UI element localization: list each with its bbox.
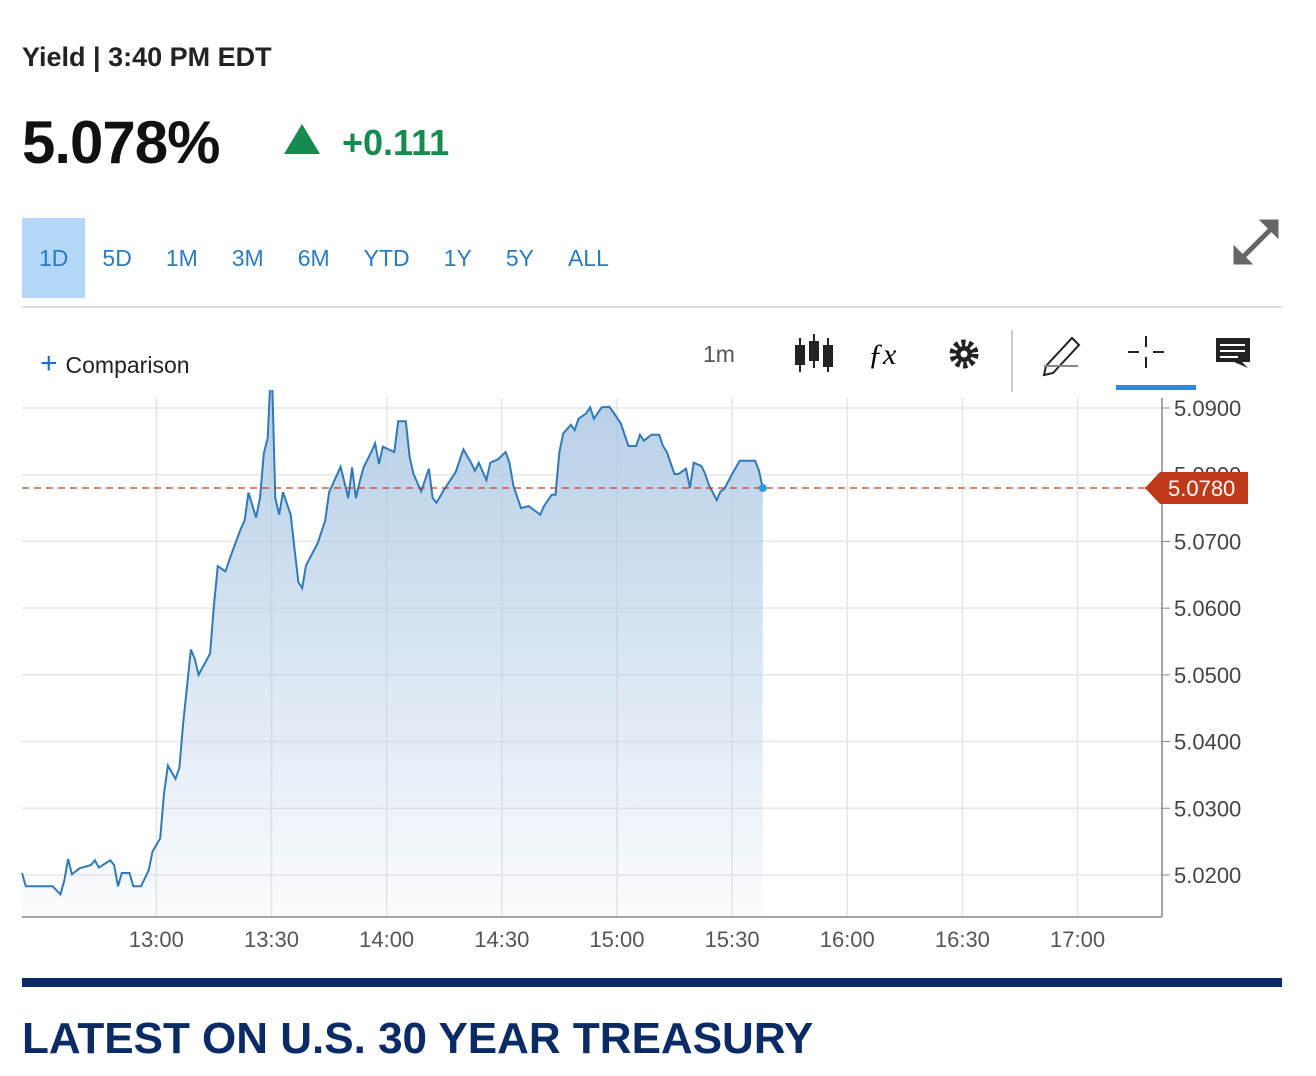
range-tab[interactable]: 5Y	[505, 245, 534, 271]
range-tabs: 1D 5D 1M 3M 6M YTD 1Y 5Y ALL	[22, 218, 626, 298]
x-tick-label: 13:30	[244, 927, 299, 952]
y-tick-label: 5.0900	[1174, 396, 1241, 421]
y-tick-label: 5.0200	[1174, 863, 1241, 888]
range-tab[interactable]: 5D	[102, 245, 132, 271]
crosshair-icon[interactable]	[1128, 336, 1164, 368]
settings-icon[interactable]	[949, 339, 979, 369]
y-tick-label: 5.0300	[1174, 796, 1241, 821]
draw-icon[interactable]	[1042, 336, 1081, 377]
range-tab[interactable]: 1M	[165, 245, 198, 271]
toolbar-icons: ƒx	[795, 330, 1250, 392]
last-point	[758, 484, 767, 493]
range-tab[interactable]: 1D	[22, 218, 86, 298]
y-tick-label: 5.0700	[1174, 529, 1241, 554]
price: 5.078%	[22, 109, 220, 176]
range-tab[interactable]: ALL	[567, 245, 609, 271]
range-tab[interactable]: YTD	[363, 245, 410, 271]
y-tick-label: 5.0500	[1174, 663, 1241, 688]
active-indicator	[1116, 385, 1196, 390]
x-tick-label: 15:30	[705, 927, 760, 952]
x-tick-label: 14:30	[474, 927, 529, 952]
interval-button[interactable]: 1m	[703, 341, 735, 367]
x-tick-label: 17:00	[1050, 927, 1105, 952]
section-bar	[22, 978, 1282, 987]
range-tab[interactable]: 6M	[297, 245, 330, 271]
header-title: Yield | 3:40 PM EDT	[22, 42, 272, 72]
chart: 13:00 13:30 14:00 14:30 15:00 15:30 16:00 16:30…	[21, 390, 1248, 952]
x-tick-label: 14:00	[359, 927, 414, 952]
comparison-button[interactable]: + Comparison	[40, 347, 190, 380]
expand-icon[interactable]	[1230, 216, 1286, 272]
comparison-label: Comparison	[65, 352, 190, 378]
price-line	[21, 390, 764, 897]
x-tick-label: 13:00	[129, 927, 184, 952]
range-tab[interactable]: 1Y	[443, 245, 472, 271]
fx-icon[interactable]: ƒx	[868, 338, 897, 371]
last-price-label: 5.0780	[1168, 476, 1235, 501]
up-arrow	[284, 124, 320, 154]
y-tick-label: 5.0600	[1174, 596, 1241, 621]
divider	[22, 306, 1282, 308]
x-tick-label: 16:30	[935, 927, 990, 952]
range-tab[interactable]: 3M	[231, 245, 264, 271]
area-fill	[22, 390, 763, 917]
last-price-tag	[1145, 472, 1248, 505]
x-tick-label: 16:00	[820, 927, 875, 952]
y-tick-label: 5.0400	[1174, 730, 1241, 755]
x-tick-label: 15:00	[589, 927, 644, 952]
section-title: LATEST ON U.S. 30 YEAR TREASURY	[22, 1014, 814, 1063]
comment-icon[interactable]	[1216, 338, 1250, 368]
change: +0.111	[342, 122, 450, 163]
candle-icon[interactable]	[795, 334, 833, 372]
